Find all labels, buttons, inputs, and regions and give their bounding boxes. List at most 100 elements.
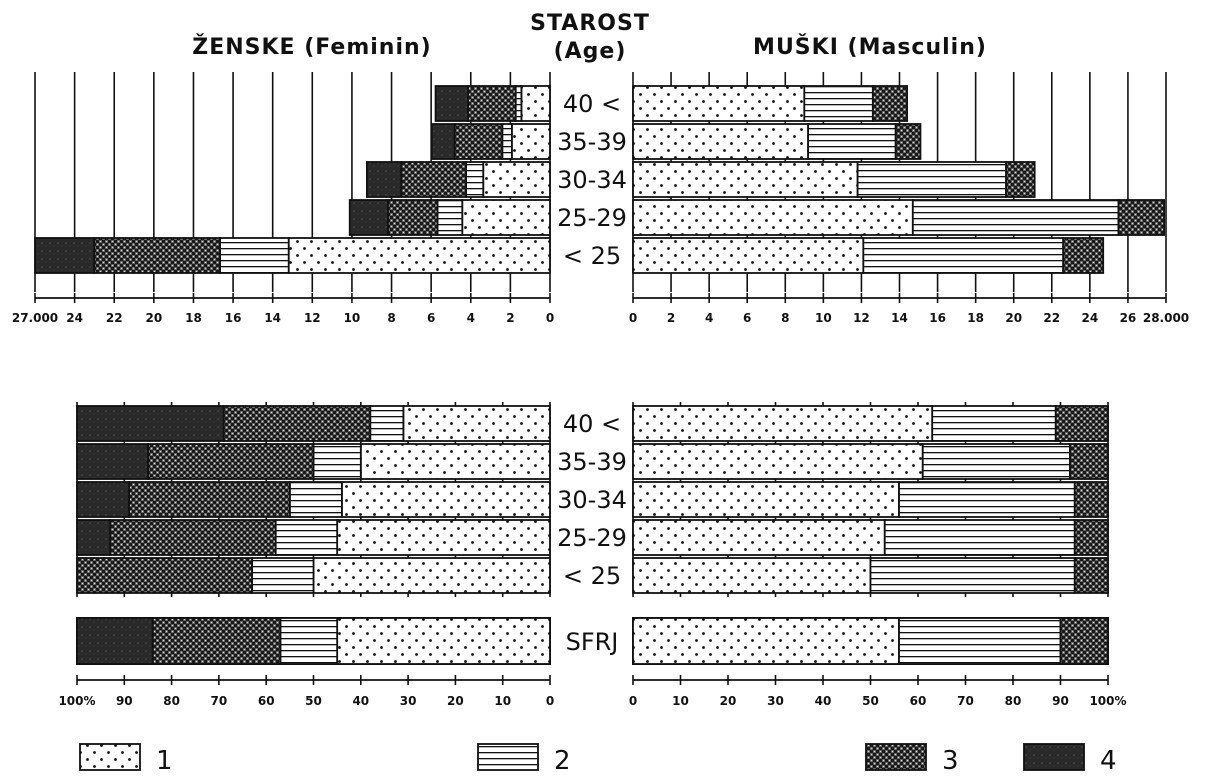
bar-segment [76,405,225,442]
bar-segment [894,123,922,160]
x-tick-label: 22 [1043,311,1060,325]
x-tick-label: 10 [815,311,832,325]
bar-segment [1069,443,1109,480]
legend-swatch [865,743,927,771]
age-label: 25-29 [557,204,627,232]
x-tick-label: 10 [344,311,361,325]
x-tick-label: 0 [546,311,554,325]
x-tick-label: 28.000 [1143,311,1189,325]
x-tick-label: 6 [743,311,751,325]
age-label: 40 < [563,90,621,118]
age-label: 25-29 [557,524,627,552]
bar-segment [632,85,806,122]
bar-segment [856,161,1007,198]
bar-segment [1073,519,1109,556]
bar-segment [465,161,485,198]
legend-label: 3 [942,746,959,773]
x-tick-label: 8 [781,311,789,325]
bar-segment [453,123,504,160]
age-label: 35-39 [557,128,627,156]
panel-absolute-male: 0 2 4 6 8 10 12 14 16 18 20 22 24 26 28.000 [629,72,1189,325]
sfrj-label: SFRJ [566,628,619,656]
x-tick-label: 100% [1089,694,1126,708]
legend-label: 2 [554,746,571,773]
x-tick-label: 2 [506,311,514,325]
x-tick-label: 100% [58,694,95,708]
bar-segment [76,519,112,556]
bar-segment [76,481,130,518]
bar-segment [803,85,874,122]
bar-segment [1059,617,1109,665]
x-tick-label: 20 [145,311,162,325]
legend-swatch [1023,743,1085,771]
x-tick-label: 10 [672,694,689,708]
bar-segment [151,617,282,665]
bar-segment [76,557,253,594]
bar-segment [632,405,934,442]
x-tick-label: 24 [66,311,83,325]
x-tick-label: 30 [400,694,417,708]
legend-swatch [477,743,539,771]
x-tick-label: 6 [427,311,435,325]
x-tick-label: 90 [116,694,133,708]
x-tick-label: 80 [1005,694,1022,708]
bar-segment [434,85,469,122]
x-tick-label: 18 [967,311,984,325]
bar-segment [147,443,315,480]
x-tick-label: 0 [629,694,637,708]
bar-segment [632,161,859,198]
legend-label: 4 [1100,746,1117,773]
x-tick-label: 50 [862,694,879,708]
bar-segment [369,405,405,442]
bar-segment [898,617,1062,665]
bar-segment [1005,161,1036,198]
bar-segment [430,123,456,160]
bar-segment [1073,481,1109,518]
x-tick-label: 18 [185,311,202,325]
bar-segment [862,237,1065,274]
bar-segment [93,237,221,274]
x-tick-label: 80 [163,694,180,708]
age-label: < 25 [563,242,621,270]
x-tick-label: 16 [929,311,946,325]
bar-segment [386,199,439,236]
bar-segment [632,481,900,518]
bar-segment [461,199,551,236]
panel-percent-male: 0 10 20 30 40 50 60 70 80 90 100% [629,402,1127,708]
bar-segment [921,443,1071,480]
x-tick-label: 0 [629,311,637,325]
bar-segment [279,617,339,665]
bar-segment [312,443,362,480]
bar-segment [1117,199,1165,236]
bar-segment [274,519,339,556]
bar-segment [436,199,464,236]
bar-segment [400,161,467,198]
bar-segment [632,617,900,665]
age-label: 35-39 [557,448,627,476]
bar-segment [632,123,810,160]
bar-segment [911,199,1120,236]
bar-segment [312,557,551,594]
bar-segment [467,85,517,122]
bar-segment [76,443,149,480]
bar-segment [287,237,551,274]
bar-segment [807,123,897,160]
x-tick-label: 8 [387,311,395,325]
bar-segment [510,123,551,160]
bar-segment [348,199,389,236]
x-tick-label: 12 [853,311,870,325]
legend-label: 1 [156,746,173,773]
x-tick-label: 20 [720,694,737,708]
bar-segment [869,557,1076,594]
bar-segment [632,557,872,594]
bar-segment [482,161,551,198]
female-header: ŽENSKE (Feminin) [192,34,431,60]
x-tick-label: 4 [467,311,475,325]
bar-segment [1054,405,1109,442]
x-tick-label: 60 [910,694,927,708]
bar-segment [898,481,1076,518]
bar-segment [931,405,1057,442]
panel-percent-female: 100% 90 80 70 60 50 40 30 20 10 0 [58,402,554,708]
x-tick-label: 4 [705,311,713,325]
x-tick-label: 27.000 [12,311,58,325]
